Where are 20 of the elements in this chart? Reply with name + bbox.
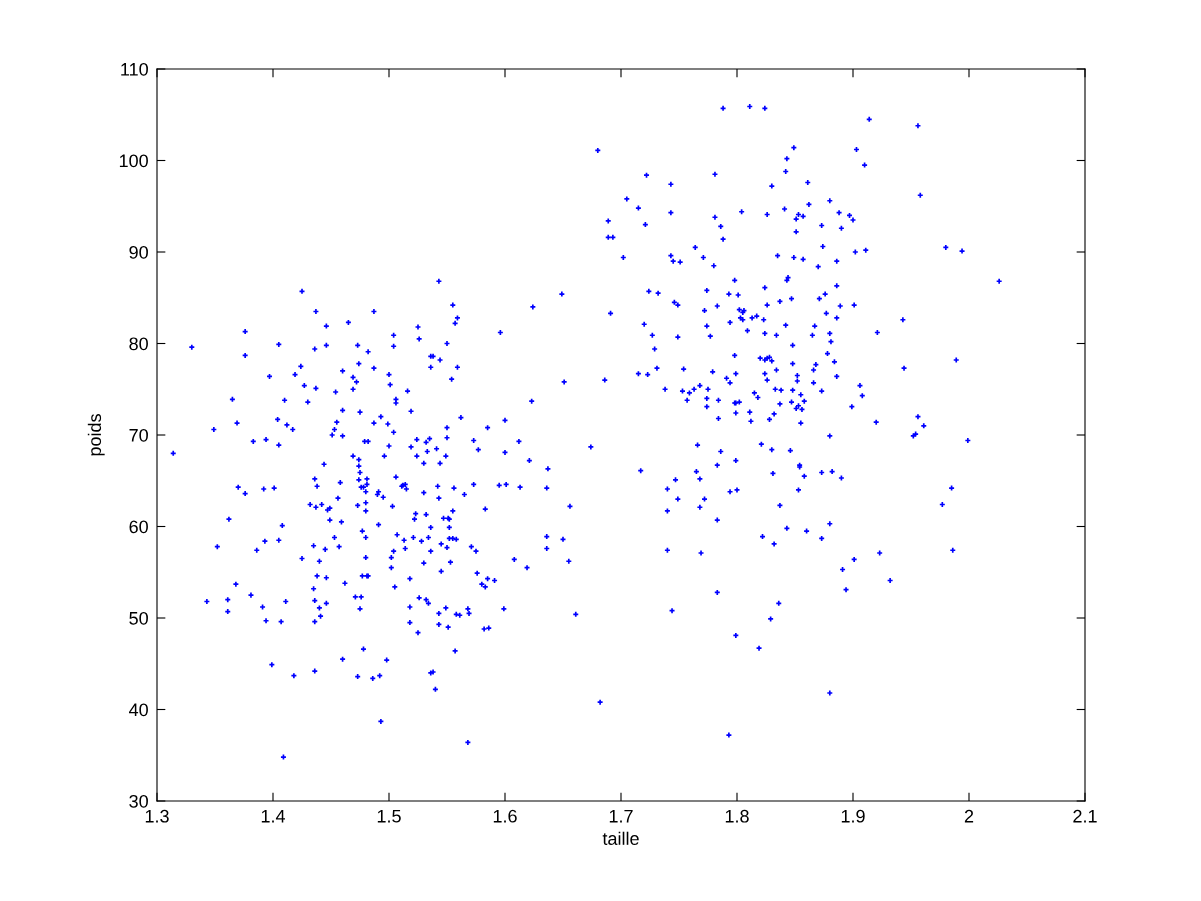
y-tick-label: 100 — [119, 154, 148, 168]
y-tick-label: 60 — [129, 520, 148, 534]
y-tick-label: 40 — [129, 703, 148, 717]
x-tick-label: 1.3 — [145, 809, 169, 823]
x-tick-label: 1.9 — [841, 809, 865, 823]
x-tick-label: 1.5 — [377, 810, 401, 823]
y-tick-label: 70 — [129, 428, 148, 442]
x-tick-label: 1.4 — [261, 810, 286, 823]
y-tick-label: 30 — [129, 794, 148, 808]
y-axis-title: poids — [87, 414, 105, 456]
y-tick-label: 90 — [129, 245, 148, 259]
x-tick-label: 1.7 — [609, 810, 633, 823]
x-tick-label: 2.1 — [1073, 809, 1097, 823]
y-tick-label: 50 — [129, 611, 148, 625]
y-tick-label: 80 — [129, 337, 148, 351]
x-tick-label: 1.6 — [493, 809, 517, 823]
x-tick-label: 1.8 — [725, 809, 749, 823]
x-axis-title: taille — [602, 831, 639, 845]
y-tick-label: 110 — [121, 62, 148, 76]
x-tick-label: 2 — [964, 809, 974, 823]
